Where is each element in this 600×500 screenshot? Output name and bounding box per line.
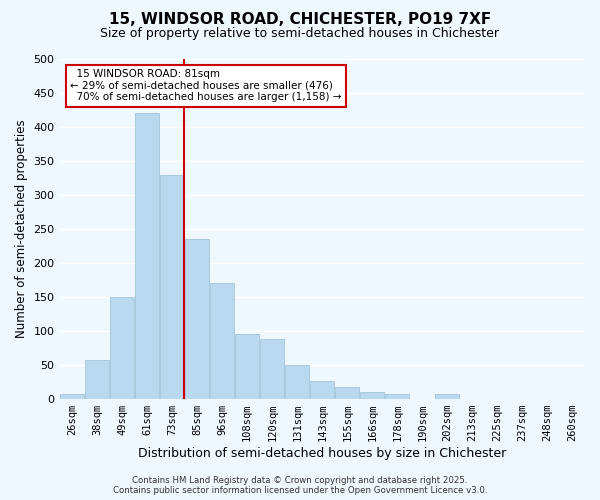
Bar <box>436 394 459 399</box>
Bar <box>286 365 309 399</box>
Bar <box>110 297 134 399</box>
Bar <box>185 239 209 399</box>
Bar <box>335 387 359 399</box>
Bar <box>135 114 159 399</box>
Bar <box>310 380 334 399</box>
Bar <box>235 334 259 399</box>
Bar <box>260 339 284 399</box>
Text: Contains HM Land Registry data © Crown copyright and database right 2025.
Contai: Contains HM Land Registry data © Crown c… <box>113 476 487 495</box>
Y-axis label: Number of semi-detached properties: Number of semi-detached properties <box>15 120 28 338</box>
Bar <box>361 392 384 399</box>
X-axis label: Distribution of semi-detached houses by size in Chichester: Distribution of semi-detached houses by … <box>138 447 506 460</box>
Text: 15, WINDSOR ROAD, CHICHESTER, PO19 7XF: 15, WINDSOR ROAD, CHICHESTER, PO19 7XF <box>109 12 491 28</box>
Bar <box>385 394 409 399</box>
Bar <box>60 394 84 399</box>
Text: 15 WINDSOR ROAD: 81sqm
← 29% of semi-detached houses are smaller (476)
  70% of : 15 WINDSOR ROAD: 81sqm ← 29% of semi-det… <box>70 69 341 102</box>
Text: Size of property relative to semi-detached houses in Chichester: Size of property relative to semi-detach… <box>101 28 499 40</box>
Bar <box>210 284 234 399</box>
Bar <box>85 360 109 399</box>
Bar <box>160 174 184 399</box>
